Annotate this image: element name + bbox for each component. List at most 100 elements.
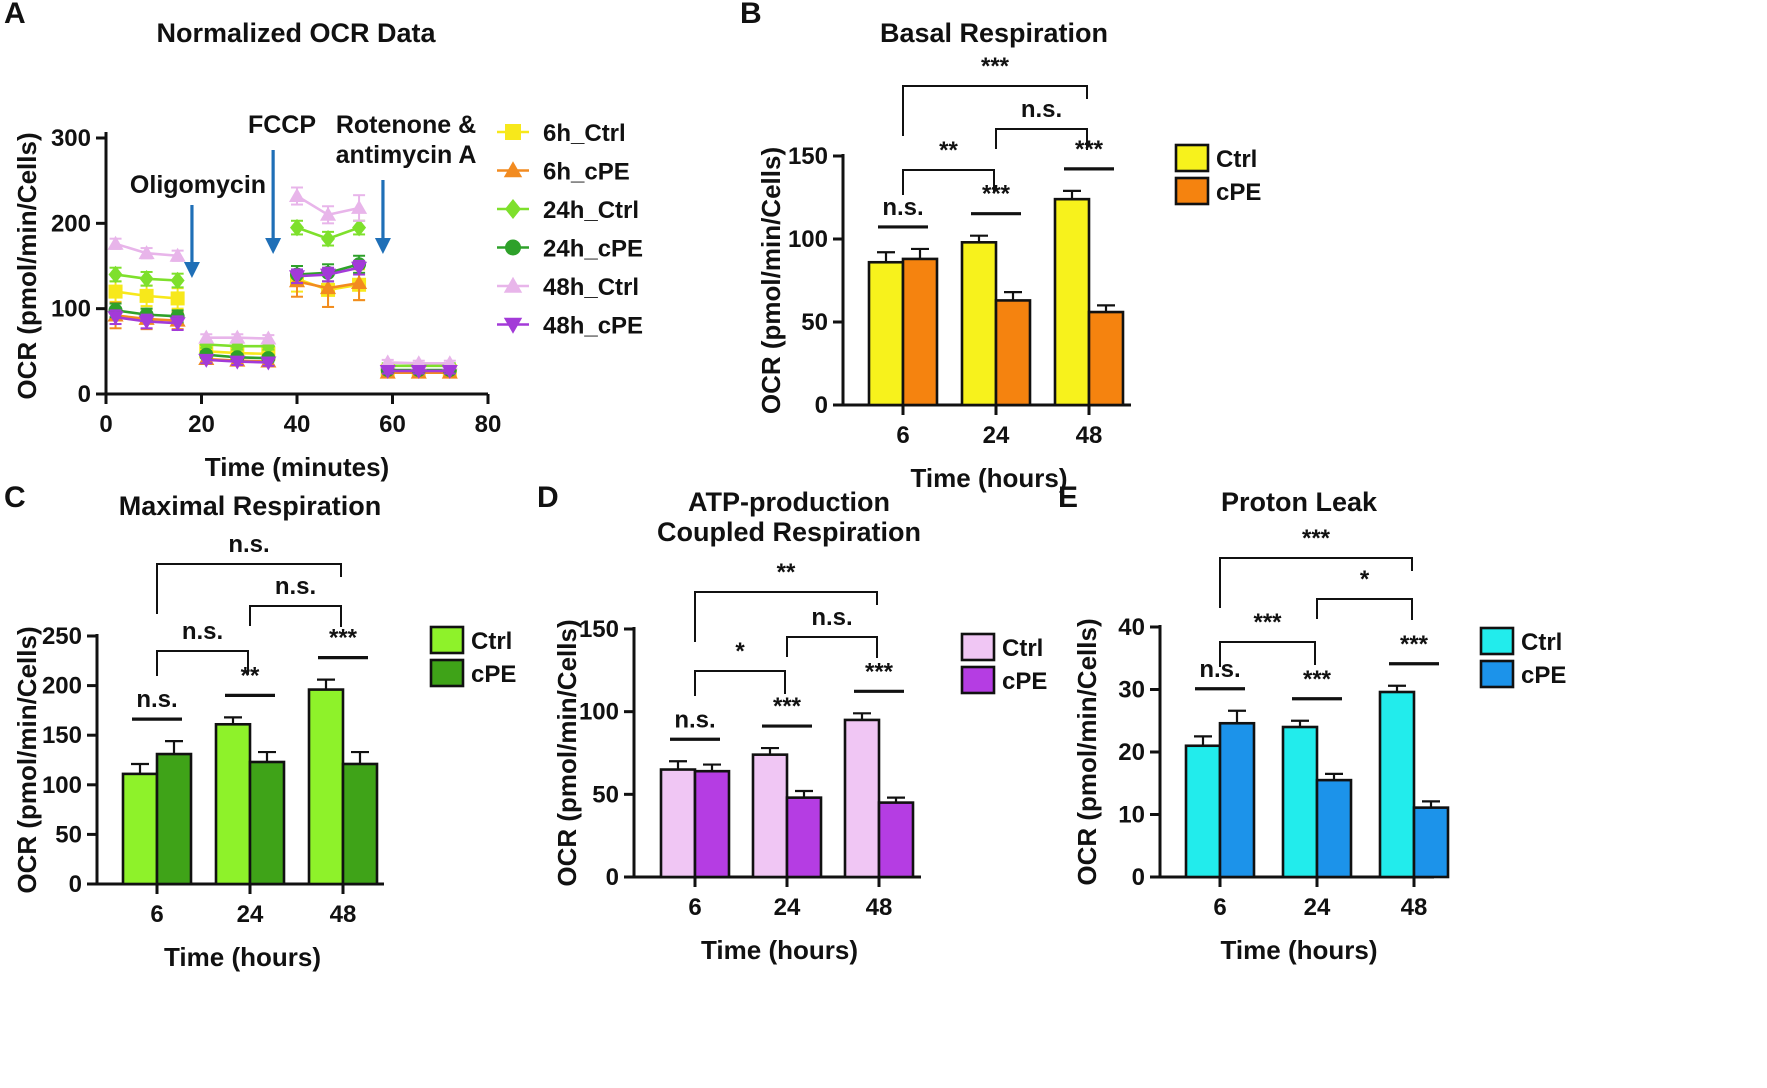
y-tick-label: 0 <box>815 392 828 419</box>
data-point <box>198 353 215 368</box>
data-point <box>107 311 124 326</box>
legend-label: 6h_cPE <box>543 159 630 186</box>
y-tick-label: 0 <box>606 864 619 891</box>
significance-label: n.s. <box>228 531 269 558</box>
y-tick-label: 100 <box>42 772 82 799</box>
chart-title: Basal Respiration <box>880 18 1108 48</box>
y-tick-label: 150 <box>788 143 828 170</box>
data-point <box>260 330 277 345</box>
legend-item: 6h_Ctrl <box>497 120 626 147</box>
significance-label: *** <box>773 693 802 720</box>
significance-label: ** <box>241 662 260 689</box>
bar-cPE-24 <box>1315 778 1353 879</box>
significance-label: ** <box>939 137 958 164</box>
legend-swatch <box>429 625 465 655</box>
x-tick-label: 24 <box>1304 894 1331 921</box>
bar-Ctrl-6 <box>1184 744 1222 879</box>
y-tick-label: 50 <box>55 821 82 848</box>
legend-item: Ctrl <box>1174 143 1257 173</box>
data-point <box>108 265 123 284</box>
data-point <box>379 365 396 380</box>
significance-label: * <box>735 638 745 665</box>
legend-item: Ctrl <box>1479 626 1562 656</box>
bar-cPE-24 <box>248 760 286 886</box>
legend-marker <box>505 124 521 140</box>
bar-Ctrl-48 <box>307 688 345 886</box>
legend-label: cPE <box>1002 668 1047 695</box>
data-point <box>319 280 337 295</box>
x-axis-label: Time (hours) <box>911 463 1068 493</box>
significance-label: *** <box>1302 525 1331 552</box>
significance-label: *** <box>329 625 358 652</box>
legend-swatch <box>429 658 465 688</box>
legend-marker <box>503 161 523 178</box>
y-tick-label: 200 <box>42 673 82 700</box>
x-tick-label: 40 <box>284 411 311 438</box>
x-tick-label: 6 <box>150 901 163 928</box>
significance-label: n.s. <box>275 573 316 600</box>
legend-item: 24h_cPE <box>497 236 643 263</box>
legend-item: Ctrl <box>960 632 1043 662</box>
bar-cPE-6 <box>155 752 193 886</box>
bar-cPE-48 <box>1412 806 1450 879</box>
data-point <box>351 199 368 214</box>
x-tick-label: 48 <box>330 901 357 928</box>
legend-label: 48h_Ctrl <box>543 274 639 301</box>
legend-marker <box>505 239 521 256</box>
bar-Ctrl-24 <box>214 722 252 886</box>
x-tick-label: 60 <box>379 411 406 438</box>
data-point <box>379 354 396 369</box>
legend-marker <box>503 317 523 334</box>
data-point <box>288 270 306 285</box>
legend-marker <box>503 276 523 293</box>
data-point <box>290 218 304 237</box>
y-tick-label: 250 <box>42 623 82 650</box>
data-point <box>138 315 155 330</box>
injection-label: Rotenone & <box>336 111 476 139</box>
legend-swatch <box>1174 143 1210 173</box>
significance-label: n.s. <box>674 706 715 733</box>
y-tick-label: 40 <box>1118 614 1145 641</box>
y-tick-label: 100 <box>788 226 828 253</box>
bar-cPE-24 <box>994 299 1032 407</box>
legend-swatch <box>1174 176 1210 206</box>
y-tick-label: 50 <box>592 781 619 808</box>
bar-Ctrl-48 <box>1053 197 1091 407</box>
y-tick-label: 30 <box>1118 677 1145 704</box>
y-tick-label: 100 <box>579 699 619 726</box>
significance-label: *** <box>1303 666 1332 693</box>
significance-label: n.s. <box>811 604 852 631</box>
data-point <box>352 218 367 237</box>
panel-c-bar-chart: C Maximal Respiration 0 50 100 150 200 250 Time … <box>4 481 516 972</box>
legend-swatch <box>1479 626 1515 656</box>
significance-bracket <box>902 169 995 195</box>
bar-Ctrl-48 <box>843 718 881 879</box>
bar-cPE-48 <box>1087 310 1125 407</box>
x-tick-label: 6 <box>896 422 909 449</box>
legend-item: cPE <box>1174 176 1261 206</box>
panel-label: B <box>740 0 762 30</box>
panel-label: C <box>4 481 26 514</box>
y-axis-label: OCR (pmol/min/Cells) <box>552 619 582 886</box>
y-axis-label: OCR (pmol/min/Cells) <box>756 147 786 414</box>
data-point <box>170 291 185 306</box>
data-point <box>441 365 458 380</box>
significance-bracket <box>156 563 342 614</box>
y-axis-label: OCR (pmol/min/Cells) <box>12 626 42 893</box>
x-axis-label: Time (hours) <box>701 935 858 965</box>
x-tick-label: 24 <box>983 422 1010 449</box>
data-point <box>169 317 186 332</box>
legend-label: cPE <box>471 661 516 688</box>
data-point <box>351 275 368 290</box>
significance-bracket <box>995 128 1088 150</box>
legend-label: cPE <box>1216 179 1261 206</box>
significance-label: *** <box>1075 136 1104 163</box>
chart-title: Maximal Respiration <box>119 491 382 521</box>
bar-Ctrl-24 <box>1281 725 1319 879</box>
panel-a-line-chart: A Normalized OCR Data 0 100 200 300 0 20 40 60 80 T… <box>4 0 643 482</box>
x-tick-label: 48 <box>1401 894 1428 921</box>
y-tick-label: 100 <box>51 296 91 323</box>
significance-label: * <box>1360 566 1370 593</box>
legend-item: 24h_Ctrl <box>497 197 639 224</box>
